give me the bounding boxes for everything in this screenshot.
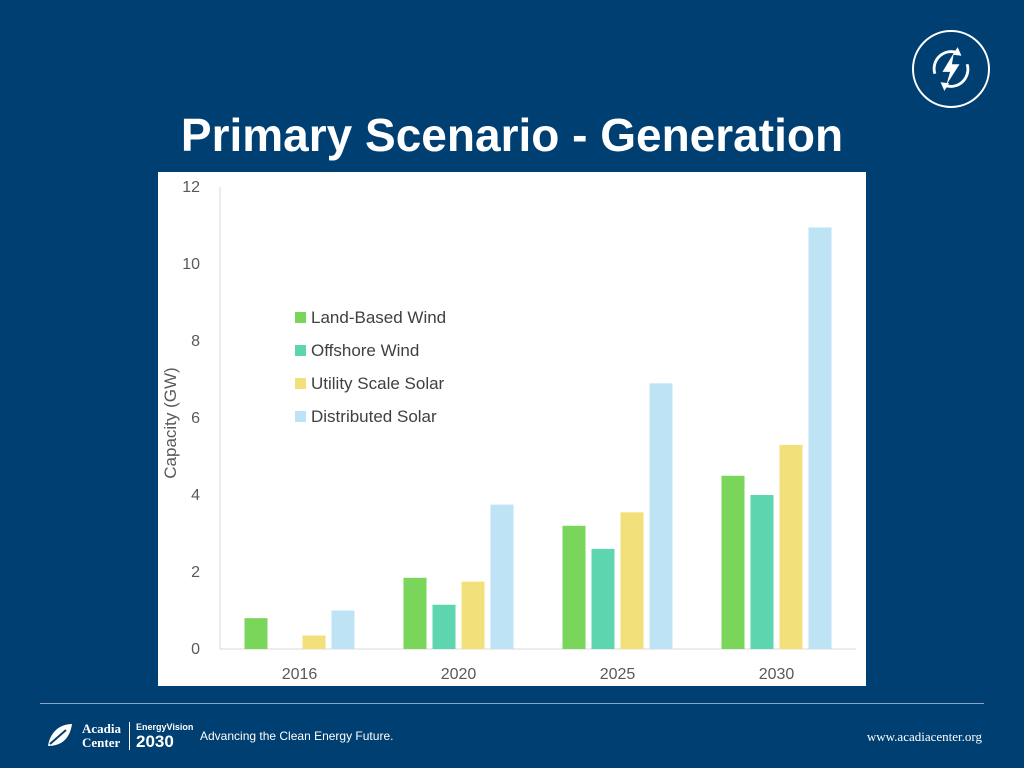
x-tick-label: 2016 <box>282 666 318 683</box>
bar-2020-1 <box>432 604 456 649</box>
org-line2: Center <box>82 735 121 750</box>
bar-2025-2 <box>620 512 644 649</box>
legend-label: Distributed Solar <box>311 407 437 426</box>
org-name: Acadia Center <box>82 722 130 750</box>
legend-label: Utility Scale Solar <box>311 374 445 393</box>
bar-2025-1 <box>591 548 615 649</box>
y-tick-label: 0 <box>191 641 200 658</box>
program-name: EnergyVision 2030 <box>130 721 193 751</box>
bar-2020-3 <box>490 504 514 649</box>
bar-2016-3 <box>331 610 355 649</box>
y-tick-label: 10 <box>182 256 200 273</box>
tagline: Advancing the Clean Energy Future. <box>200 729 394 743</box>
program-small: EnergyVision <box>136 722 194 732</box>
slide-title: Primary Scenario - Generation <box>180 109 844 161</box>
y-axis-title: Capacity (GW) <box>161 367 180 478</box>
x-tick-label: 2020 <box>441 666 477 683</box>
x-tick-label: 2025 <box>600 666 636 683</box>
leaf-icon <box>48 724 72 746</box>
legend-label: Land-Based Wind <box>311 308 446 327</box>
footer-logo: Acadia Center EnergyVision 2030 <box>44 716 193 756</box>
footer-divider <box>40 703 984 704</box>
bar-2025-0 <box>562 525 586 649</box>
y-tick-label: 6 <box>191 410 200 427</box>
lightning-cycle-icon <box>912 30 990 108</box>
bar-2030-2 <box>779 444 803 649</box>
bar-2030-3 <box>808 227 832 650</box>
legend-swatch <box>295 411 306 422</box>
program-big: 2030 <box>136 732 174 751</box>
bar-chart: 0 2 4 6 8 10 12 Capacity (GW) 2016 2020 2025 2030 La… <box>161 179 856 683</box>
legend-swatch <box>295 378 306 389</box>
bar-2030-0 <box>721 475 745 649</box>
org-line1: Acadia <box>82 721 121 736</box>
legend-swatch <box>295 312 306 323</box>
bar-2020-0 <box>403 577 427 649</box>
legend-swatch <box>295 345 306 356</box>
legend-label: Offshore Wind <box>311 341 419 360</box>
bar-2030-1 <box>750 495 774 649</box>
y-tick-label: 2 <box>191 564 200 581</box>
chart-panel: 0 2 4 6 8 10 12 Capacity (GW) 2016 2020 2025 2030 La… <box>158 172 866 686</box>
y-tick-label: 4 <box>191 487 200 504</box>
bar-2016-2 <box>302 635 326 649</box>
bar-2025-3 <box>649 383 673 649</box>
bar-2020-2 <box>461 581 485 649</box>
y-tick-label: 12 <box>182 179 200 196</box>
bar-2016-0 <box>244 618 268 649</box>
website-link[interactable]: www.acadiacenter.org <box>866 729 982 744</box>
y-tick-label: 8 <box>191 333 200 350</box>
x-tick-label: 2030 <box>759 666 795 683</box>
